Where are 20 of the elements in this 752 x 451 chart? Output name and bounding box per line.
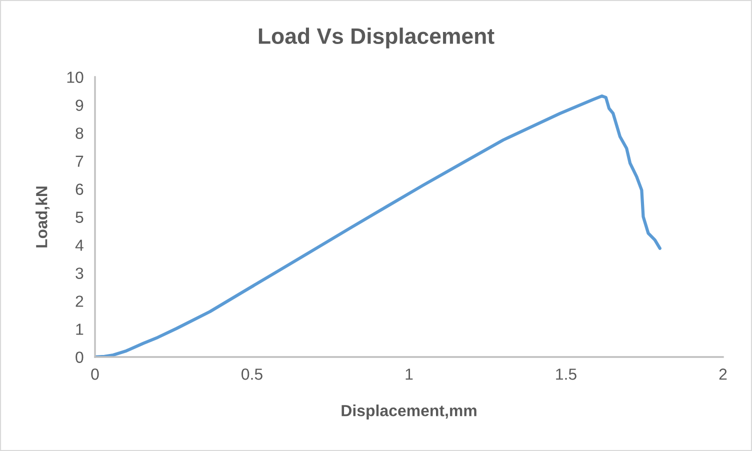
y-tick-label: 0 (76, 352, 84, 363)
y-tick-label: 1 (76, 324, 84, 335)
y-tick-label: 5 (76, 212, 84, 223)
y-tick-label: 3 (76, 268, 84, 279)
y-tick-label: 8 (76, 128, 84, 139)
y-tick-label: 10 (67, 72, 84, 83)
x-tick-label: 0.5 (242, 368, 262, 380)
line-series (95, 94, 662, 357)
y-tick-label: 2 (76, 296, 84, 307)
y-tick-label: 4 (75, 240, 84, 251)
x-tick-label: 1.5 (556, 368, 576, 380)
y-tick-label: 9 (76, 100, 84, 111)
chart-title: Load Vs Displacement (258, 28, 494, 48)
y-tick-label: 6 (76, 184, 84, 195)
x-tick-label: 0 (91, 368, 99, 380)
x-tick-label: 1 (406, 368, 413, 380)
x-axis-title: Displacement,mm (342, 404, 476, 420)
y-axis-title: Load,kN (36, 186, 50, 248)
x-tick-label: 2 (719, 368, 727, 380)
y-tick-label: 7 (76, 156, 84, 167)
